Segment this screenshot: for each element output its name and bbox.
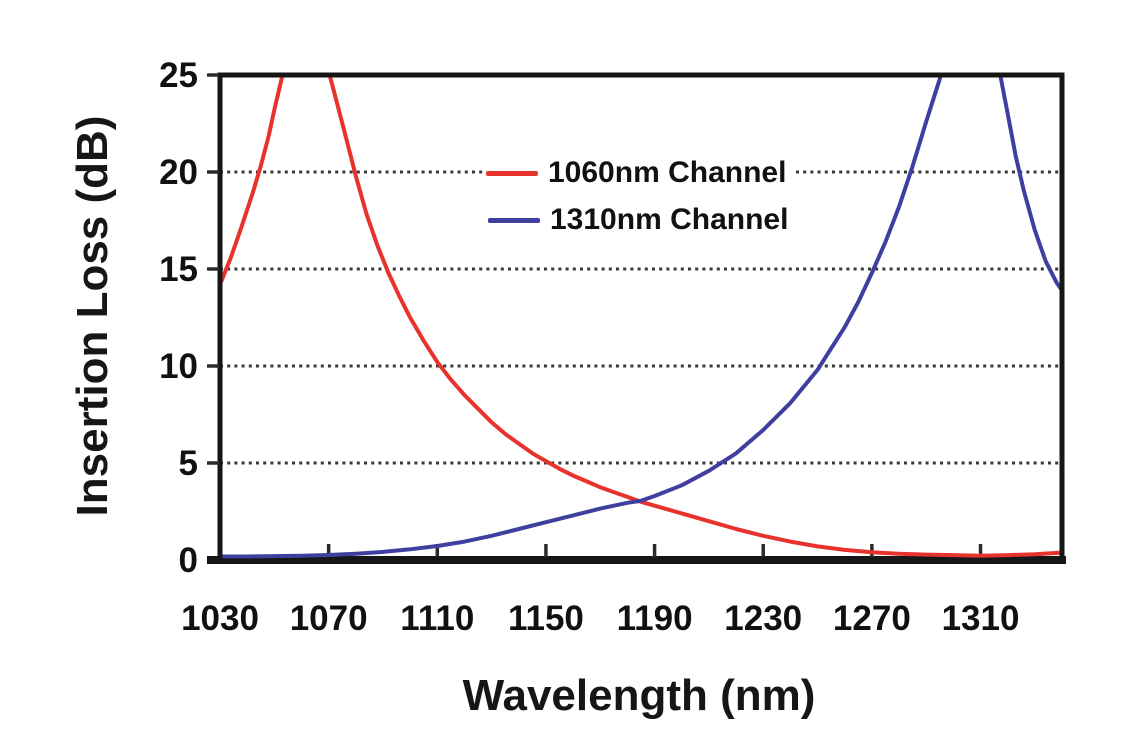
x-tick-label-1110: 1110 (400, 599, 474, 638)
y-axis-title: Insertion Loss (dB) (68, 115, 117, 517)
legend-item-1060nm-channel: 1060nm Channel (484, 153, 795, 193)
y-tick-label-20: 20 (159, 153, 198, 192)
x-tick-label-1030: 1030 (181, 599, 259, 638)
x-tick-label-1270: 1270 (833, 599, 911, 638)
y-tick-label-5: 5 (179, 444, 198, 483)
x-axis-title: Wavelength (nm) (462, 671, 816, 720)
legend-item-1310nm-channel: 1310nm Channel (486, 200, 797, 240)
plot-border (217, 72, 1065, 564)
y-tick-label-0: 0 (179, 541, 198, 580)
legend-line-swatch-blue (488, 217, 540, 223)
x-tick-label-1150: 1150 (508, 599, 584, 638)
curve-1310nm-channel (220, 75, 1062, 559)
y-tick-label-15: 15 (159, 250, 198, 289)
curve-1060nm-channel (220, 75, 1062, 558)
legend-label-1310nm-channel: 1310nm Channel (550, 203, 789, 236)
x-tick-label-1230: 1230 (724, 599, 802, 638)
x-tick-label-1310: 1310 (942, 599, 1020, 638)
x-tick-label-1070: 1070 (290, 599, 368, 638)
legend-line-swatch-red (486, 170, 538, 176)
x-tick-label-1190: 1190 (617, 599, 693, 638)
y-tick-label-25: 25 (159, 56, 198, 95)
y-tick-label-10: 10 (159, 347, 198, 386)
legend-label-1060nm-channel: 1060nm Channel (548, 156, 787, 189)
